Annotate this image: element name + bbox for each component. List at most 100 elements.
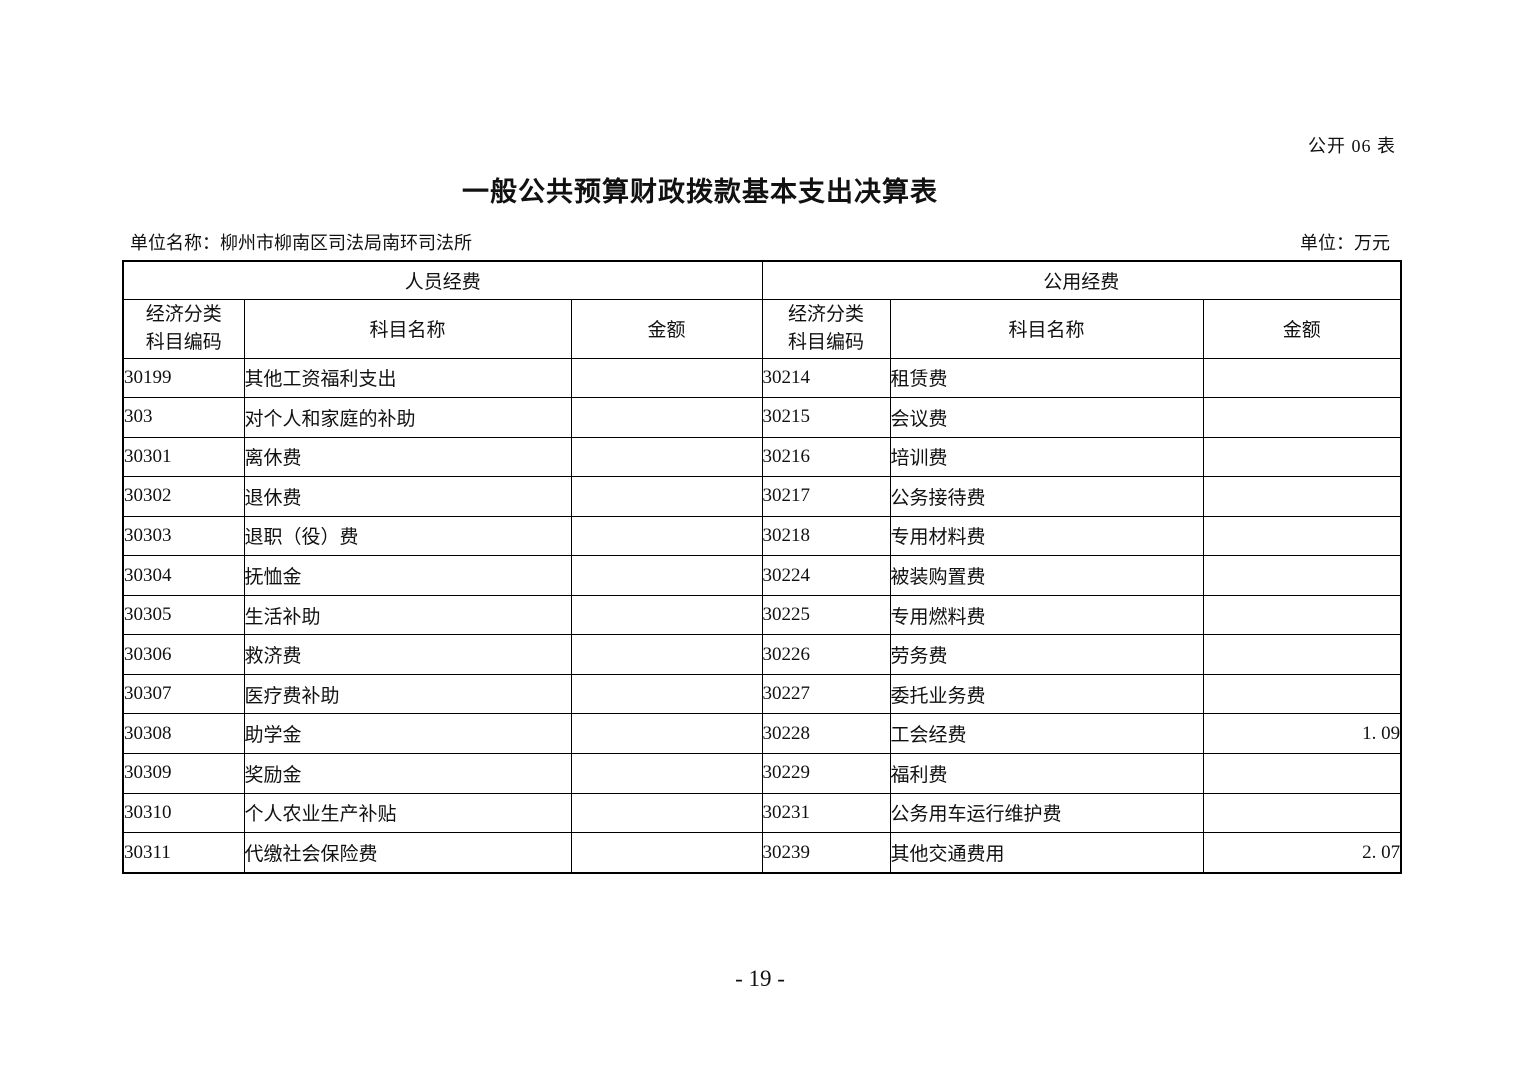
unit-of-measure-label: 单位：万元 (1300, 233, 1390, 253)
col-header-amount-personnel: 金额 (570, 298, 763, 359)
personnel-amount-cell (570, 792, 763, 834)
section-header-public: 公用经费 (761, 260, 1402, 300)
personnel-code-cell: 30306 (122, 634, 245, 675)
section-header-row: 人员经费 公用经费 (122, 260, 1402, 300)
personnel-subject-cell: 离休费 (243, 436, 572, 478)
public-subject-cell: 委托业务费 (889, 673, 1204, 715)
personnel-subject-cell: 生活补助 (243, 594, 572, 636)
personnel-subject-cell: 奖励金 (243, 752, 572, 794)
public-subject-cell: 租赁费 (889, 357, 1204, 399)
personnel-code-cell: 30308 (122, 713, 245, 754)
public-amount-cell (1202, 792, 1402, 834)
public-amount-cell (1202, 555, 1402, 596)
personnel-amount-cell (570, 515, 763, 557)
col-header-code-line2: 科目编码 (145, 331, 222, 353)
personnel-subject-cell: 助学金 (243, 713, 572, 754)
personnel-amount-cell (570, 397, 763, 438)
section-header-personnel: 人员经费 (122, 260, 763, 300)
public-code-cell: 30217 (761, 476, 891, 517)
public-code-cell: 30229 (761, 752, 891, 794)
personnel-code-cell: 30304 (122, 555, 245, 596)
personnel-code-cell: 30301 (122, 436, 245, 478)
personnel-subject-cell: 抚恤金 (243, 555, 572, 596)
public-code-cell: 30215 (761, 397, 891, 438)
public-code-cell: 30216 (761, 436, 891, 478)
personnel-subject-cell: 代缴社会保险费 (243, 832, 572, 874)
personnel-amount-cell (570, 555, 763, 596)
personnel-code-cell: 303 (122, 397, 245, 438)
expenditure-table: 人员经费 公用经费 经济分类 科目编码 科目名称 金额 经济分类 科目编码 科目… (122, 260, 1403, 874)
public-subject-cell: 被装购置费 (889, 555, 1204, 596)
personnel-code-cell: 30307 (122, 673, 245, 715)
public-amount-cell (1202, 397, 1402, 438)
col-header-code-line1: 经济分类 (788, 303, 865, 325)
personnel-amount-cell (570, 357, 763, 399)
table-row: 30308 助学金 30228 工会经费 1. 09 (122, 713, 1402, 754)
personnel-amount-cell (570, 673, 763, 715)
personnel-subject-cell: 其他工资福利支出 (243, 357, 572, 399)
public-amount-cell (1202, 673, 1402, 715)
personnel-code-cell: 30305 (122, 594, 245, 636)
col-header-name-personnel: 科目名称 (243, 298, 572, 359)
public-subject-cell: 专用燃料费 (889, 594, 1204, 636)
table-row: 30310 个人农业生产补贴 30231 公务用车运行维护费 (122, 792, 1402, 834)
public-amount-cell: 2. 07 (1202, 832, 1402, 874)
public-code-cell: 30218 (761, 515, 891, 557)
personnel-code-cell: 30310 (122, 792, 245, 834)
personnel-subject-cell: 个人农业生产补贴 (243, 792, 572, 834)
public-code-cell: 30239 (761, 832, 891, 874)
col-header-code-public: 经济分类 科目编码 (761, 298, 891, 359)
public-subject-cell: 福利费 (889, 752, 1204, 794)
personnel-code-cell: 30199 (122, 357, 245, 399)
table-row: 30304 抚恤金 30224 被装购置费 (122, 555, 1402, 596)
public-code-cell: 30214 (761, 357, 891, 399)
meta-row: 单位名称：柳州市柳南区司法局南环司法所 单位：万元 (122, 229, 1400, 255)
table-row: 30303 退职（役）费 30218 专用材料费 (122, 515, 1402, 557)
col-header-name-public: 科目名称 (889, 298, 1204, 359)
personnel-amount-cell (570, 752, 763, 794)
public-code-cell: 30226 (761, 634, 891, 675)
personnel-amount-cell (570, 476, 763, 517)
table-row: 30306 救济费 30226 劳务费 (122, 634, 1402, 675)
public-code-cell: 30224 (761, 555, 891, 596)
public-amount-cell (1202, 357, 1402, 399)
public-amount-cell: 1. 09 (1202, 713, 1402, 754)
public-amount-cell (1202, 594, 1402, 636)
personnel-amount-cell (570, 436, 763, 478)
table-row: 30307 医疗费补助 30227 委托业务费 (122, 673, 1402, 715)
personnel-subject-cell: 退休费 (243, 476, 572, 517)
page-number: - 19 - (735, 966, 785, 991)
public-subject-cell: 其他交通费用 (889, 832, 1204, 874)
personnel-subject-cell: 退职（役）费 (243, 515, 572, 557)
table-row: 30305 生活补助 30225 专用燃料费 (122, 594, 1402, 636)
personnel-subject-cell: 医疗费补助 (243, 673, 572, 715)
personnel-subject-cell: 对个人和家庭的补助 (243, 397, 572, 438)
personnel-code-cell: 30311 (122, 832, 245, 874)
table-row: 30302 退休费 30217 公务接待费 (122, 476, 1402, 517)
unit-name-label: 单位名称：柳州市柳南区司法局南环司法所 (130, 233, 472, 253)
public-subject-cell: 培训费 (889, 436, 1204, 478)
public-subject-cell: 专用材料费 (889, 515, 1204, 557)
public-code-cell: 30227 (761, 673, 891, 715)
public-subject-cell: 工会经费 (889, 713, 1204, 754)
public-code-cell: 30231 (761, 792, 891, 834)
public-amount-cell (1202, 515, 1402, 557)
public-subject-cell: 公务接待费 (889, 476, 1204, 517)
form-number-label: 公开 06 表 (1308, 136, 1396, 156)
col-header-code-personnel: 经济分类 科目编码 (122, 298, 245, 359)
table-row: 303 对个人和家庭的补助 30215 会议费 (122, 397, 1402, 438)
table-row: 30301 离休费 30216 培训费 (122, 436, 1402, 478)
public-code-cell: 30225 (761, 594, 891, 636)
personnel-code-cell: 30309 (122, 752, 245, 794)
col-header-amount-public: 金额 (1202, 298, 1402, 359)
col-header-code-line1: 经济分类 (145, 303, 222, 325)
table-row: 30311 代缴社会保险费 30239 其他交通费用 2. 07 (122, 832, 1402, 874)
personnel-amount-cell (570, 713, 763, 754)
public-code-cell: 30228 (761, 713, 891, 754)
personnel-subject-cell: 救济费 (243, 634, 572, 675)
column-header-row: 经济分类 科目编码 科目名称 金额 经济分类 科目编码 科目名称 金额 (122, 298, 1402, 359)
personnel-amount-cell (570, 594, 763, 636)
public-amount-cell (1202, 634, 1402, 675)
table-row: 30199 其他工资福利支出 30214 租赁费 (122, 357, 1402, 399)
public-subject-cell: 公务用车运行维护费 (889, 792, 1204, 834)
